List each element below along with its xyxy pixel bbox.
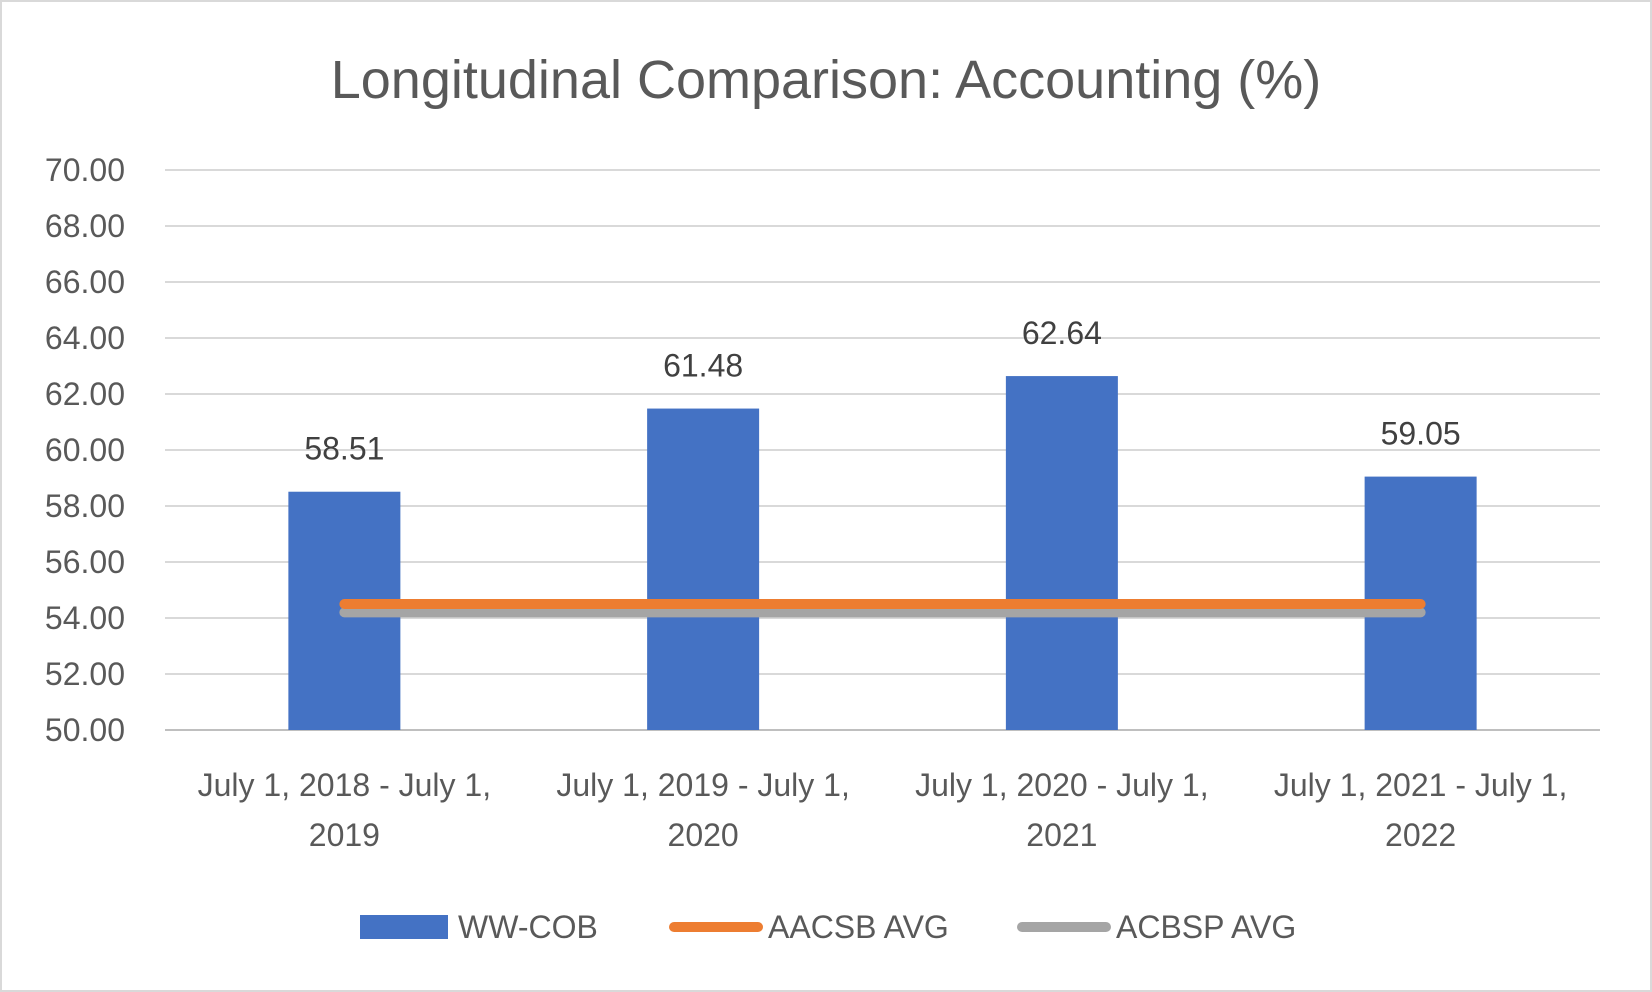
- bar-ww-cob: [1005, 376, 1118, 730]
- average-lines: [339, 599, 1426, 618]
- y-tick-label: 62.00: [45, 376, 125, 412]
- y-tick-label: 56.00: [45, 544, 125, 580]
- legend-item: AACSB AVG: [669, 909, 949, 945]
- legend-swatch: [360, 915, 448, 939]
- y-tick-label: 54.00: [45, 600, 125, 636]
- y-tick-label: 64.00: [45, 320, 125, 356]
- legend-label: AACSB AVG: [768, 909, 949, 945]
- data-label: 59.05: [1381, 416, 1461, 452]
- y-tick-label: 50.00: [45, 712, 125, 748]
- x-tick-label: July 1, 2019 - July 1,: [556, 767, 849, 803]
- x-tick-label: 2019: [309, 817, 380, 853]
- y-axis: 50.00 52.00 54.00 56.00 58.00 60.00 62.00 64.00…: [45, 152, 125, 748]
- chart-title: Longitudinal Comparison: Accounting (%): [331, 50, 1322, 110]
- data-label: 58.51: [304, 431, 384, 467]
- y-tick-label: 68.00: [45, 208, 125, 244]
- gridlines: [165, 169, 1600, 731]
- y-tick-label: 70.00: [45, 152, 125, 188]
- y-tick-label: 52.00: [45, 656, 125, 692]
- x-tick-label: July 1, 2020 - July 1,: [915, 767, 1208, 803]
- x-tick-label: 2021: [1026, 817, 1097, 853]
- legend-label: WW-COB: [458, 909, 598, 945]
- bars: [288, 376, 1477, 730]
- bar-ww-cob: [647, 408, 760, 730]
- legend: WW-COB AACSB AVG ACBSP AVG: [360, 909, 1296, 945]
- x-axis: July 1, 2018 - July 1, 2019 July 1, 2019 -…: [198, 767, 1568, 853]
- x-tick-label: July 1, 2021 - July 1,: [1274, 767, 1567, 803]
- x-tick-label: 2020: [668, 817, 739, 853]
- x-tick-label: 2022: [1385, 817, 1456, 853]
- y-tick-label: 60.00: [45, 432, 125, 468]
- y-tick-label: 66.00: [45, 264, 125, 300]
- data-label: 61.48: [663, 348, 743, 384]
- legend-item: WW-COB: [360, 909, 598, 945]
- data-label: 62.64: [1022, 315, 1102, 351]
- legend-item: ACBSP AVG: [1017, 909, 1296, 945]
- x-tick-label: July 1, 2018 - July 1,: [198, 767, 491, 803]
- y-tick-label: 58.00: [45, 488, 125, 524]
- data-labels: 58.51 61.48 62.64 59.05: [304, 315, 1460, 467]
- legend-label: ACBSP AVG: [1116, 909, 1296, 945]
